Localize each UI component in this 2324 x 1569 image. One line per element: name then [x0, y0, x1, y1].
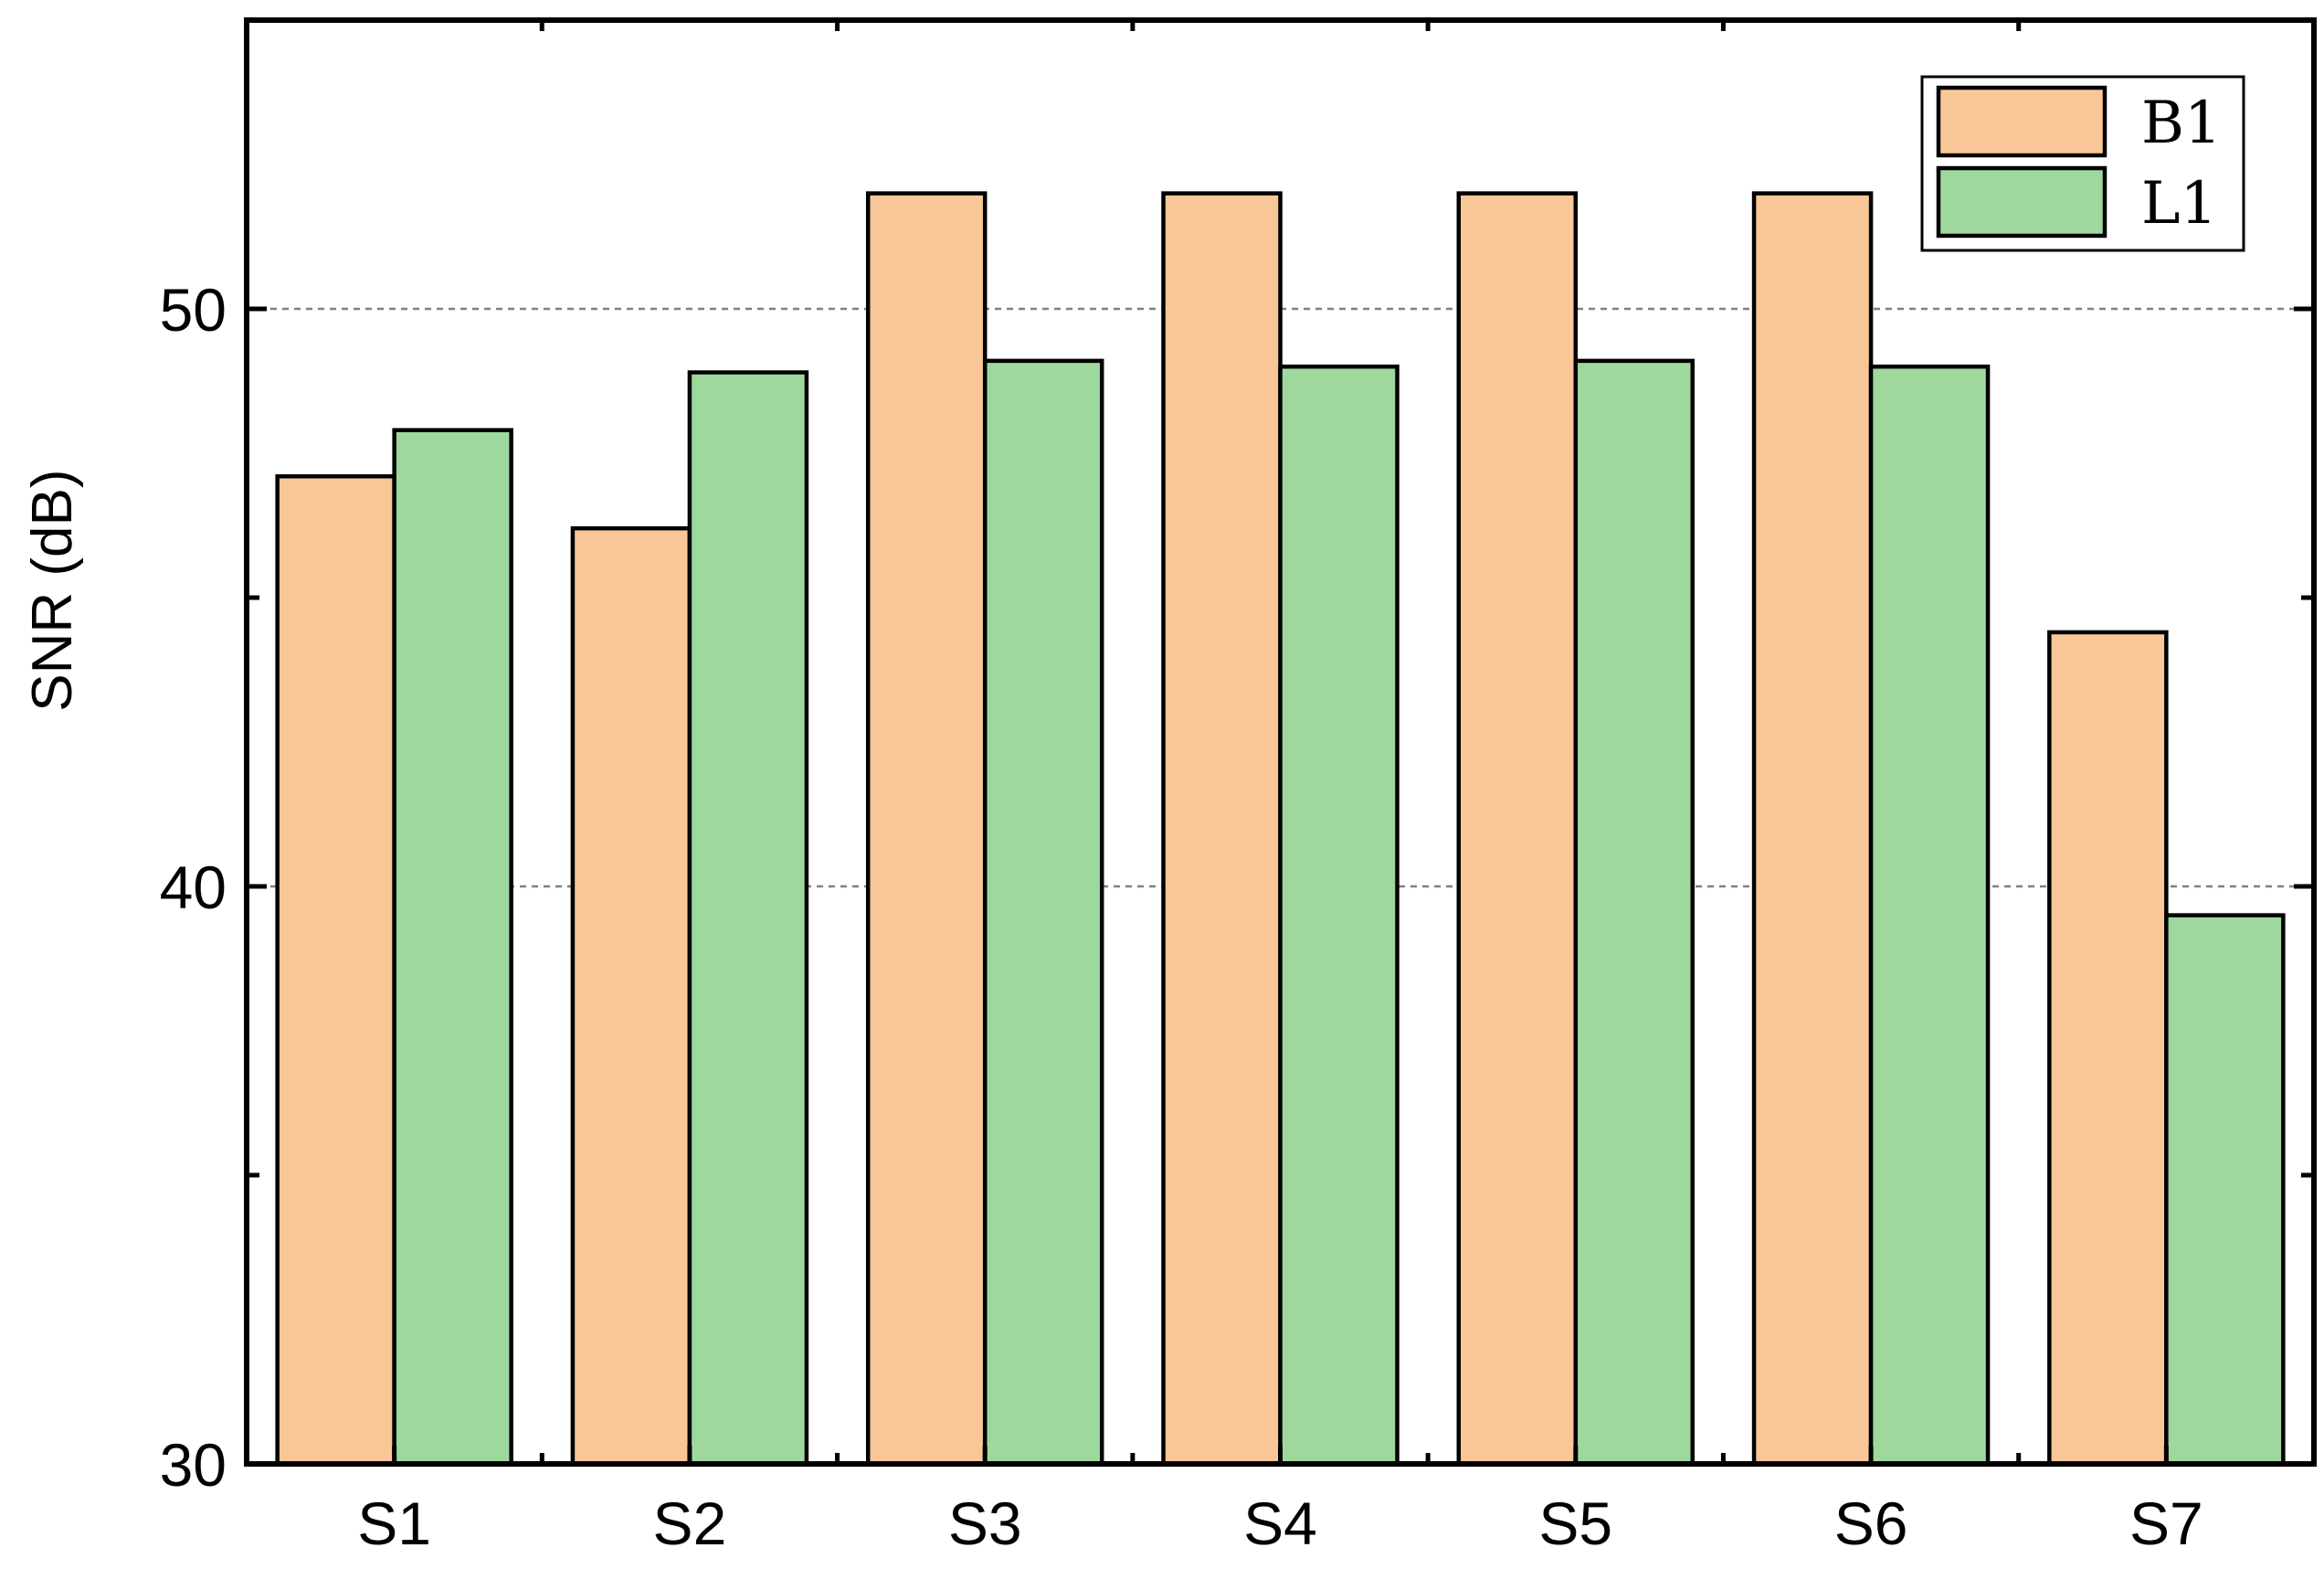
x-tick-label-S5: S5 [1538, 1489, 1612, 1557]
bar-B1-S1 [275, 474, 396, 1467]
bar-B1-S6 [1751, 191, 1874, 1467]
bars [275, 191, 2286, 1467]
x-tick-label-S2: S2 [653, 1489, 727, 1557]
x-tick-label-S7: S7 [2129, 1489, 2203, 1557]
bar-B1-S5 [1456, 191, 1579, 1467]
bar-L1-S3 [982, 358, 1104, 1467]
x-tick-label-S3: S3 [948, 1489, 1022, 1557]
y-tick-label-40: 40 [160, 853, 227, 921]
x-tick-labels: S1 S2 S3 S4 S5 S6 S7 [357, 1489, 2203, 1557]
bar-L1-S2 [687, 370, 809, 1467]
bar-L1-S6 [1868, 364, 1991, 1467]
bar-L1-S4 [1278, 364, 1400, 1467]
y-axis-title: SNR (dB) [21, 469, 84, 711]
legend-swatch-L1 [1936, 165, 2107, 239]
bar-L1-S7 [2164, 913, 2286, 1467]
axis-ticks [247, 17, 2314, 1467]
bar-L1-S1 [392, 428, 513, 1467]
x-tick-label-S6: S6 [1834, 1489, 1908, 1557]
y-tick-label-50: 50 [160, 276, 227, 344]
bar-B1-S3 [865, 191, 988, 1467]
x-tick-label-S4: S4 [1243, 1489, 1317, 1557]
bar-B1-S4 [1161, 191, 1283, 1467]
y-tick-labels: 30 40 50 [160, 276, 227, 1499]
y-tick-label-30: 30 [160, 1431, 227, 1499]
legend-swatch-B1 [1936, 85, 2107, 158]
bar-B1-S7 [2047, 630, 2169, 1467]
bar-B1-S2 [570, 525, 692, 1467]
bar-L1-S5 [1573, 358, 1695, 1467]
x-tick-label-S1: S1 [357, 1489, 431, 1557]
legend-label-L1: L1 [2141, 170, 2217, 238]
legend-label-B1: B1 [2141, 90, 2222, 157]
